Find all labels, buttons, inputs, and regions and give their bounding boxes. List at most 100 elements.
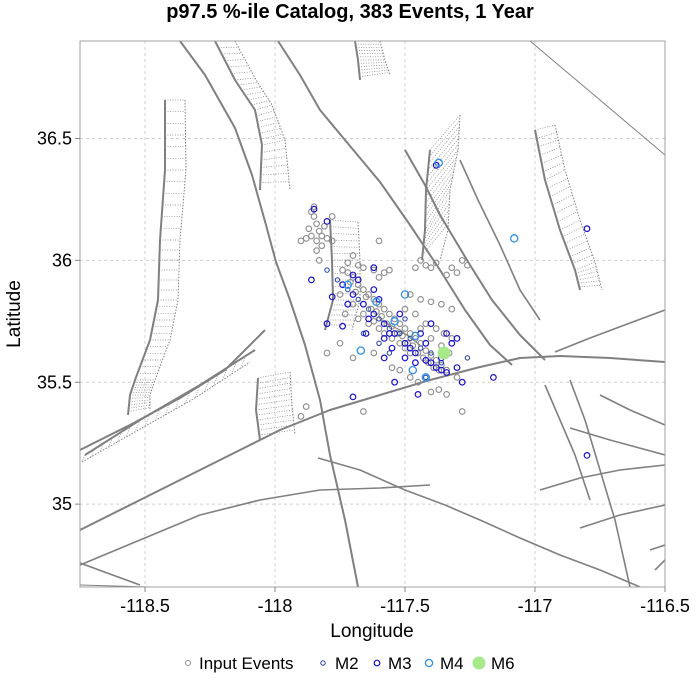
- m3-event-marker: [370, 264, 378, 272]
- input-event-marker: [341, 310, 349, 318]
- ladder-east-inner-rungs: [422, 114, 461, 256]
- x-tick-label: -117: [518, 596, 553, 616]
- fault-trace: [649, 544, 665, 551]
- m3-event-marker: [406, 344, 414, 352]
- input-event-marker: [313, 237, 320, 245]
- m3-event-marker: [328, 293, 336, 301]
- fault-trace: [459, 159, 541, 321]
- m3-event-marker: [432, 364, 440, 372]
- m3-event-marker: [448, 339, 456, 347]
- input-event-marker: [401, 325, 409, 332]
- input-event-marker: [380, 305, 388, 313]
- ladder-east-inner-east: [439, 114, 461, 261]
- m3-event-marker: [362, 330, 370, 337]
- input-event-marker: [412, 264, 419, 272]
- m3-event-marker: [438, 366, 445, 374]
- m3-event-marker: [354, 276, 362, 284]
- m6-events: [437, 346, 451, 360]
- y-axis-ticks: 35 35.5 36 36.5: [37, 129, 80, 514]
- y-tick-label: 36: [52, 250, 72, 270]
- input-event-marker: [438, 300, 445, 308]
- m3-event-marker: [391, 378, 399, 386]
- m2-event-marker: [428, 350, 434, 356]
- m3-event-marker: [375, 296, 383, 303]
- input-event-marker: [427, 335, 435, 342]
- legend-m4-marker: [424, 658, 434, 668]
- input-event-marker: [328, 213, 336, 220]
- fault-trace: [569, 379, 631, 587]
- m2-event-marker: [386, 350, 393, 356]
- m3-event-marker: [339, 281, 347, 289]
- input-event-marker: [354, 315, 362, 323]
- ladder-southwest-rungs: [81, 355, 247, 463]
- m4-event-marker: [408, 365, 418, 375]
- m3-event-marker: [443, 330, 451, 337]
- m3-event-marker: [388, 344, 396, 352]
- input-event-marker: [349, 354, 357, 362]
- m3-event-marker: [583, 452, 591, 459]
- input-event-marker: [354, 281, 362, 289]
- input-event-marker: [302, 235, 310, 242]
- m6-event-marker: [437, 346, 451, 360]
- input-event-marker: [386, 266, 393, 274]
- x-axis-ticks: -118.5 -118 -117.5 -117 -116.5: [120, 587, 690, 616]
- input-event-marker: [448, 305, 456, 313]
- input-event-marker: [302, 403, 310, 410]
- fault-trace: [539, 464, 665, 491]
- input-event-marker: [375, 274, 383, 281]
- fault-trace: [529, 41, 665, 156]
- input-event-marker: [432, 259, 440, 267]
- m3-event-marker: [323, 320, 331, 328]
- m3-event-marker: [414, 391, 422, 398]
- fault-trace: [569, 427, 665, 456]
- m4-event-marker: [421, 373, 431, 382]
- input-event-marker: [370, 266, 378, 274]
- legend-m3-label: M3: [388, 654, 412, 673]
- m3-events: [308, 161, 591, 459]
- x-tick-label: -118: [258, 596, 293, 616]
- input-event-marker: [370, 349, 378, 357]
- input-events: [297, 203, 471, 420]
- m2-event-marker: [376, 316, 382, 322]
- input-event-marker: [336, 339, 344, 347]
- x-axis-label: Longitude: [330, 621, 413, 642]
- input-event-marker: [354, 261, 362, 269]
- m3-event-marker: [308, 276, 315, 284]
- input-event-marker: [336, 291, 344, 298]
- input-event-marker: [383, 320, 391, 328]
- legend-m6-label: M6: [491, 654, 515, 673]
- m3-event-marker: [583, 225, 591, 233]
- input-event-marker: [310, 203, 318, 211]
- input-event-marker: [375, 237, 383, 245]
- m3-event-marker: [386, 330, 393, 337]
- m4-event-marker: [400, 290, 410, 299]
- fault-trace: [179, 41, 359, 587]
- input-event-marker: [318, 242, 326, 250]
- m2-event-marker: [365, 306, 372, 312]
- input-event-marker: [443, 271, 450, 279]
- y-tick-label: 36.5: [37, 129, 72, 149]
- ladder-north-east: [234, 41, 291, 191]
- fault-trace: [80, 329, 266, 451]
- m2-event-marker: [355, 296, 361, 303]
- ladder-north-rungs: [215, 41, 290, 183]
- input-event-marker: [339, 266, 346, 274]
- m3-event-marker: [396, 310, 404, 318]
- input-event-marker: [422, 261, 430, 269]
- legend: Input Events M2 M3 M4 M6: [185, 654, 515, 673]
- m3-event-marker: [432, 161, 440, 169]
- input-event-marker: [427, 264, 435, 272]
- legend-m6-marker: [472, 656, 486, 670]
- m3-event-marker: [380, 354, 388, 362]
- input-event-marker: [417, 325, 424, 332]
- m3-event-marker: [370, 310, 378, 318]
- fault-trace: [317, 457, 641, 587]
- input-event-marker: [427, 388, 435, 396]
- plot-frame: [79, 40, 666, 588]
- input-event-marker: [464, 261, 471, 269]
- input-event-marker: [297, 413, 305, 420]
- input-event-marker: [328, 237, 336, 245]
- input-event-marker: [360, 286, 367, 293]
- m4-event-marker: [390, 317, 399, 326]
- m2-event-marker: [360, 330, 367, 337]
